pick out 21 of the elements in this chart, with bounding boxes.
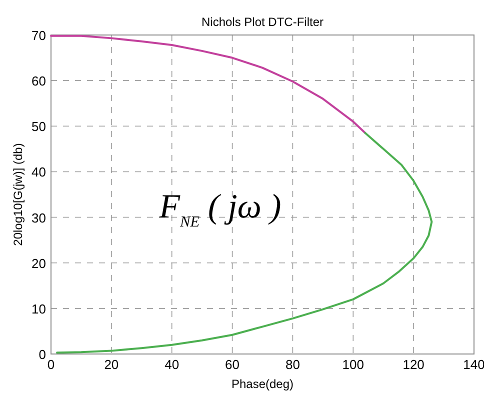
y-tick-label: 70 (32, 28, 46, 43)
y-tick-label: 40 (32, 164, 46, 180)
line-series (56, 132, 433, 354)
x-tick-label: 100 (342, 357, 364, 372)
chart-title: Nichols Plot DTC-Filter (201, 15, 324, 29)
y-tick-label: 10 (32, 301, 46, 316)
y-tick-label: 50 (32, 119, 46, 134)
x-tick-label: 80 (285, 357, 300, 372)
x-tick-label: 20 (104, 357, 119, 372)
line-series (50, 34, 366, 134)
x-tick-label: 40 (164, 357, 180, 372)
annotation: F$_{NE}$ ( jω ) (158, 188, 282, 230)
x-tick-label: 120 (402, 357, 424, 372)
y-tick-label: 20 (32, 256, 46, 271)
x-axis-title: Phase(deg) (231, 377, 294, 391)
x-tick-label: 140 (463, 357, 485, 372)
y-tick-label: 0 (38, 347, 46, 362)
y-axis-title: 20log10[G(jw)] (db) (11, 143, 25, 246)
x-tick-label: 60 (225, 357, 240, 372)
y-tick-label: 60 (32, 74, 46, 89)
y-tick-label: 30 (32, 210, 46, 226)
